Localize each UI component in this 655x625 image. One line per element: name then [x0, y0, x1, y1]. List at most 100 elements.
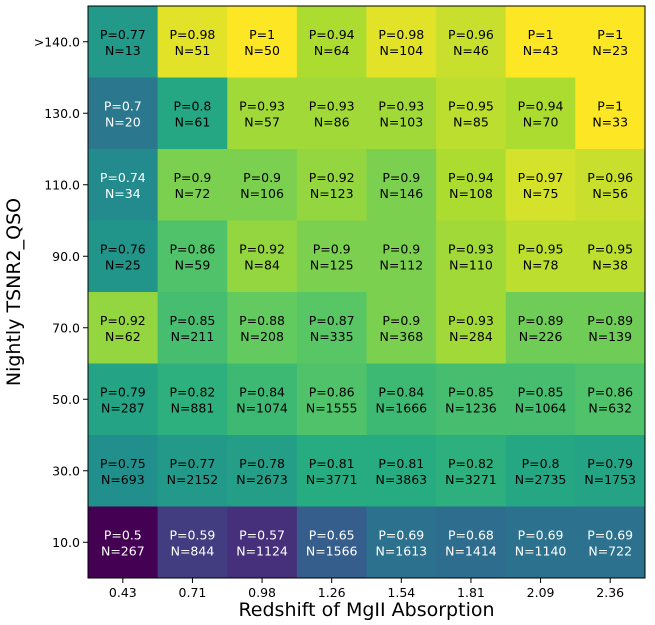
heatmap-cell: [505, 149, 576, 221]
heatmap-cell: [505, 77, 576, 150]
heatmap-cell: [227, 220, 298, 293]
cell-p-label: P=0.65: [309, 527, 355, 542]
heatmap-cell: [227, 363, 298, 436]
cell-p-label: P=0.85: [448, 384, 494, 399]
cell-n-label: N=57: [244, 114, 280, 129]
cell-p-label: P=0.81: [378, 456, 424, 471]
cell-n-label: N=284: [449, 329, 493, 344]
cell-p-label: P=0.9: [313, 241, 351, 256]
cell-n-label: N=123: [310, 186, 354, 201]
cell-p-label: P=0.69: [587, 527, 633, 542]
y-axis-label: Nightly TSNR2_QSO: [3, 198, 25, 386]
cell-n-label: N=632: [588, 400, 632, 415]
cell-n-label: N=1555: [306, 400, 358, 415]
cell-n-label: N=1124: [236, 543, 288, 558]
heatmap-cell: [296, 77, 367, 150]
cell-n-label: N=112: [379, 257, 423, 272]
cell-p-label: P=0.96: [587, 170, 633, 185]
heatmap-cell: [227, 435, 298, 507]
heatmap-cell: [505, 506, 576, 579]
cell-p-label: P=0.93: [309, 98, 355, 113]
cell-p-label: P=0.89: [587, 313, 633, 328]
cell-p-label: P=0.97: [518, 170, 564, 185]
cell-p-label: P=0.84: [239, 384, 285, 399]
cell-p-label: P=0.69: [518, 527, 564, 542]
cell-p-label: P=0.59: [170, 527, 216, 542]
cell-n-label: N=108: [449, 186, 493, 201]
cell-p-label: P=0.98: [378, 27, 424, 42]
cell-p-label: P=0.93: [448, 313, 494, 328]
heatmap-cell: [88, 220, 159, 293]
heatmap-cells: P=0.77N=13P=0.98N=51P=1N=50P=0.94N=64P=0…: [88, 6, 646, 579]
heatmap-cell: [227, 6, 298, 78]
heatmap-cell: [366, 363, 437, 436]
cell-n-label: N=211: [171, 329, 215, 344]
y-tick-label: 90.0: [52, 249, 80, 264]
heatmap-cell: [505, 363, 576, 436]
heatmap-cell: [505, 292, 576, 364]
cell-p-label: P=0.79: [587, 456, 633, 471]
cell-n-label: N=86: [314, 114, 350, 129]
cell-n-label: N=2735: [515, 472, 567, 487]
heatmap-cell: [436, 220, 507, 293]
heatmap-cell: [296, 6, 367, 78]
y-tick-label: 50.0: [52, 392, 80, 407]
heatmap-cell: [436, 77, 507, 150]
heatmap-cell: [88, 149, 159, 221]
heatmap-cell: [88, 435, 159, 507]
cell-p-label: P=1: [597, 98, 623, 113]
cell-n-label: N=1074: [236, 400, 288, 415]
cell-p-label: P=1: [528, 27, 554, 42]
heatmap-cell: [366, 220, 437, 293]
cell-n-label: N=61: [175, 114, 211, 129]
cell-n-label: N=1140: [515, 543, 567, 558]
cell-p-label: P=0.86: [309, 384, 355, 399]
cell-n-label: N=106: [240, 186, 284, 201]
cell-n-label: N=56: [592, 186, 628, 201]
cell-n-label: N=59: [175, 257, 211, 272]
cell-p-label: P=0.5: [104, 527, 142, 542]
cell-p-label: P=0.86: [170, 241, 216, 256]
cell-p-label: P=0.77: [100, 27, 146, 42]
cell-p-label: P=0.85: [518, 384, 564, 399]
heatmap-cell: [436, 292, 507, 364]
cell-p-label: P=0.85: [170, 313, 216, 328]
cell-n-label: N=2673: [236, 472, 288, 487]
cell-n-label: N=34: [105, 186, 141, 201]
cell-n-label: N=139: [588, 329, 632, 344]
cell-n-label: N=335: [310, 329, 354, 344]
x-tick-label: 0.43: [109, 585, 137, 600]
heatmap-cell: [296, 363, 367, 436]
x-tick-label: 2.36: [596, 585, 624, 600]
cell-n-label: N=50: [244, 43, 280, 58]
cell-p-label: P=0.76: [100, 241, 146, 256]
heatmap-cell: [296, 506, 367, 579]
heatmap-cell: [575, 292, 646, 364]
heatmap-cell: [575, 435, 646, 507]
cell-p-label: P=0.92: [239, 241, 285, 256]
cell-n-label: N=84: [244, 257, 280, 272]
cell-n-label: N=13: [105, 43, 141, 58]
cell-p-label: P=0.7: [104, 98, 142, 113]
heatmap-cell: [88, 6, 159, 78]
y-tick-label: 70.0: [52, 320, 80, 335]
cell-p-label: P=0.9: [173, 170, 211, 185]
cell-n-label: N=844: [171, 543, 215, 558]
heatmap-cell: [436, 149, 507, 221]
heatmap-cell: [296, 149, 367, 221]
y-tick-label: 130.0: [44, 106, 80, 121]
cell-p-label: P=1: [249, 27, 275, 42]
cell-n-label: N=1666: [375, 400, 427, 415]
cell-p-label: P=0.9: [382, 313, 420, 328]
cell-p-label: P=0.93: [448, 241, 494, 256]
cell-n-label: N=1753: [584, 472, 636, 487]
cell-n-label: N=20: [105, 114, 141, 129]
cell-p-label: P=0.8: [173, 98, 211, 113]
heatmap-cell: [88, 77, 159, 150]
heatmap-cell: [227, 506, 298, 579]
cell-p-label: P=0.95: [587, 241, 633, 256]
heatmap-cell: [366, 149, 437, 221]
y-tick-label: >140.0: [34, 34, 80, 49]
heatmap-cell: [366, 435, 437, 507]
cell-n-label: N=23: [592, 43, 628, 58]
